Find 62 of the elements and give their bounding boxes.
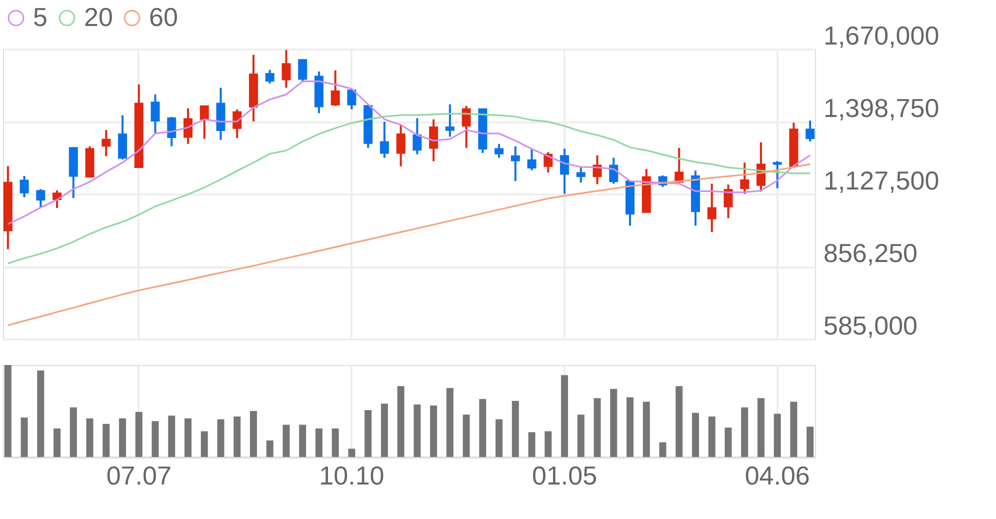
legend-label: 20 [84, 2, 113, 32]
bar [430, 405, 438, 457]
bar [299, 424, 306, 457]
bar [315, 428, 322, 457]
bar [774, 414, 781, 457]
bar [610, 388, 618, 457]
bar [152, 421, 159, 457]
bar [266, 440, 274, 457]
bar [54, 428, 61, 457]
bar [446, 388, 454, 457]
bar [724, 428, 732, 457]
bar [741, 407, 748, 457]
bar [676, 386, 683, 457]
bar [20, 417, 28, 457]
x-tick-label: 10.10 [319, 460, 384, 490]
bar [659, 442, 666, 457]
bar [626, 397, 634, 457]
bar [37, 370, 44, 457]
bar [86, 418, 94, 457]
bar [380, 404, 388, 457]
bar [790, 402, 798, 457]
bar [528, 432, 536, 457]
bar [70, 407, 77, 457]
bar [200, 431, 208, 457]
bar [577, 414, 584, 457]
y-tick-label: 1,670,000 [824, 20, 940, 50]
bar [397, 386, 404, 457]
legend-label: 60 [149, 2, 178, 32]
bar [642, 402, 650, 457]
bar [135, 412, 142, 457]
legend-label: 5 [33, 2, 48, 32]
bar [217, 419, 224, 457]
bar [332, 428, 339, 457]
bar [479, 399, 486, 457]
bar [414, 404, 421, 457]
bar [4, 365, 12, 457]
bar [561, 375, 568, 457]
bar [512, 400, 519, 457]
y-tick-label: 856,250 [824, 238, 918, 268]
bar [806, 426, 814, 457]
x-tick-label: 04.06 [744, 460, 810, 490]
y-tick-label: 585,000 [824, 310, 918, 340]
y-tick-label: 1,127,500 [824, 166, 940, 196]
bar [119, 418, 126, 457]
x-tick-label: 07.07 [106, 460, 172, 490]
bar [496, 419, 503, 457]
bar [102, 424, 110, 457]
bar [234, 416, 241, 457]
y-tick-label: 1,398,750 [824, 93, 940, 123]
bar [282, 424, 290, 457]
bar [184, 418, 192, 457]
bar [692, 412, 699, 457]
bar [348, 448, 356, 457]
bar [250, 411, 257, 457]
x-tick-label: 01.05 [532, 460, 598, 490]
bar [364, 410, 372, 457]
bar [544, 431, 552, 457]
bar [462, 414, 470, 457]
bar [594, 398, 601, 457]
bar [168, 416, 176, 457]
bar [757, 398, 764, 457]
bar [708, 416, 716, 457]
